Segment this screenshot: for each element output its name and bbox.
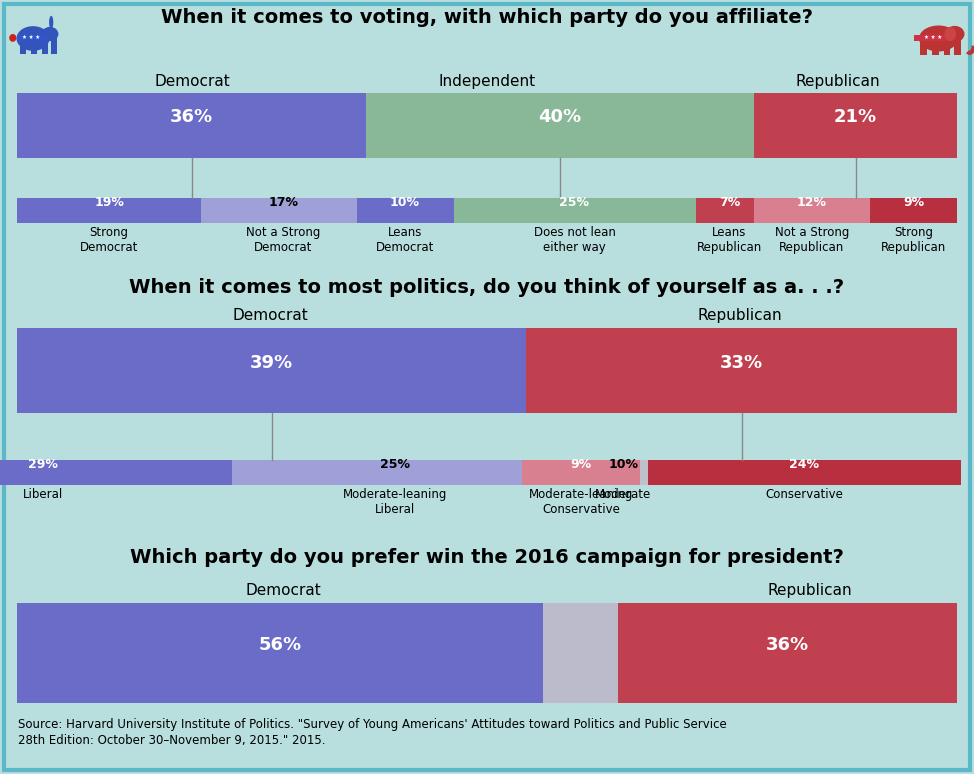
Bar <box>42 37 48 53</box>
Bar <box>754 198 870 223</box>
Text: 12%: 12% <box>797 196 827 209</box>
Bar <box>20 37 26 53</box>
Text: 36%: 36% <box>169 108 213 126</box>
Bar <box>526 328 957 413</box>
Text: Which party do you prefer win the 2016 campaign for president?: Which party do you prefer win the 2016 c… <box>131 548 843 567</box>
Text: 25%: 25% <box>559 196 589 209</box>
Bar <box>17 603 543 703</box>
Bar <box>558 460 689 485</box>
Bar <box>640 460 648 485</box>
Ellipse shape <box>945 26 964 42</box>
Ellipse shape <box>919 26 958 52</box>
Text: ★ ★ ★: ★ ★ ★ <box>21 36 40 40</box>
Ellipse shape <box>945 27 956 41</box>
Text: Not a Strong
Democrat: Not a Strong Democrat <box>246 226 320 254</box>
Text: 10%: 10% <box>609 458 639 471</box>
Bar <box>232 460 558 485</box>
Bar <box>17 93 366 158</box>
Text: Republican: Republican <box>768 583 852 598</box>
Text: Strong
Democrat: Strong Democrat <box>80 226 138 254</box>
Bar <box>17 35 47 41</box>
Bar <box>17 198 201 223</box>
Bar <box>0 460 232 485</box>
Text: 24%: 24% <box>790 458 819 471</box>
Bar <box>932 37 939 55</box>
Bar <box>955 37 960 55</box>
Text: Democrat: Democrat <box>245 583 320 598</box>
Text: Conservative: Conservative <box>766 488 843 501</box>
Text: 19%: 19% <box>94 196 124 209</box>
Text: Not a Strong
Republican: Not a Strong Republican <box>774 226 849 254</box>
Text: Liberal: Liberal <box>22 488 63 501</box>
Bar <box>201 198 366 223</box>
Text: When it comes to most politics, do you think of yourself as a. . .?: When it comes to most politics, do you t… <box>130 278 844 297</box>
Bar <box>17 328 526 413</box>
Bar <box>52 37 57 53</box>
Text: ★ ★ ★: ★ ★ ★ <box>924 36 943 40</box>
Bar <box>920 37 927 55</box>
Text: Moderate-leaning
Liberal: Moderate-leaning Liberal <box>343 488 447 516</box>
Text: 25%: 25% <box>380 458 410 471</box>
Bar <box>695 198 764 223</box>
Text: 36%: 36% <box>766 636 809 654</box>
Text: Republican: Republican <box>697 308 782 323</box>
Text: Moderate: Moderate <box>595 488 652 501</box>
Ellipse shape <box>17 26 50 51</box>
Text: Democrat: Democrat <box>154 74 230 89</box>
Bar <box>366 93 754 158</box>
Bar <box>618 603 957 703</box>
Bar <box>454 198 695 223</box>
Text: 40%: 40% <box>539 108 581 126</box>
Text: Democrat: Democrat <box>232 308 308 323</box>
Text: 9%: 9% <box>571 458 591 471</box>
Bar <box>543 603 618 703</box>
Text: 17%: 17% <box>269 196 298 209</box>
Bar <box>648 460 961 485</box>
Text: 56%: 56% <box>258 636 302 654</box>
Text: Republican: Republican <box>796 74 880 89</box>
Text: 33%: 33% <box>720 354 763 372</box>
Text: Moderate-leaning
Conservative: Moderate-leaning Conservative <box>529 488 633 516</box>
Bar <box>870 198 957 223</box>
Text: When it comes to voting, with which party do you affiliate?: When it comes to voting, with which part… <box>161 8 813 27</box>
Text: Strong
Republican: Strong Republican <box>880 226 946 254</box>
Bar <box>522 460 640 485</box>
Bar <box>754 93 957 158</box>
Text: Independent: Independent <box>438 74 536 89</box>
Text: 29%: 29% <box>28 458 57 471</box>
Ellipse shape <box>49 15 54 29</box>
Text: Leans
Republican: Leans Republican <box>696 226 762 254</box>
Bar <box>31 37 37 53</box>
Text: 7%: 7% <box>719 196 740 209</box>
Text: Leans
Democrat: Leans Democrat <box>376 226 434 254</box>
Text: 10%: 10% <box>390 196 420 209</box>
Text: Does not lean
either way: Does not lean either way <box>534 226 616 254</box>
Text: Source: Harvard University Institute of Politics. "Survey of Young Americans' At: Source: Harvard University Institute of … <box>18 718 727 731</box>
Ellipse shape <box>9 34 17 42</box>
Bar <box>356 198 454 223</box>
Text: 39%: 39% <box>250 354 293 372</box>
Text: 21%: 21% <box>834 108 877 126</box>
Text: 9%: 9% <box>903 196 924 209</box>
Text: 28th Edition: October 30–November 9, 2015." 2015.: 28th Edition: October 30–November 9, 201… <box>18 734 325 747</box>
Bar <box>914 36 945 41</box>
Ellipse shape <box>42 27 58 41</box>
Bar <box>944 37 951 55</box>
